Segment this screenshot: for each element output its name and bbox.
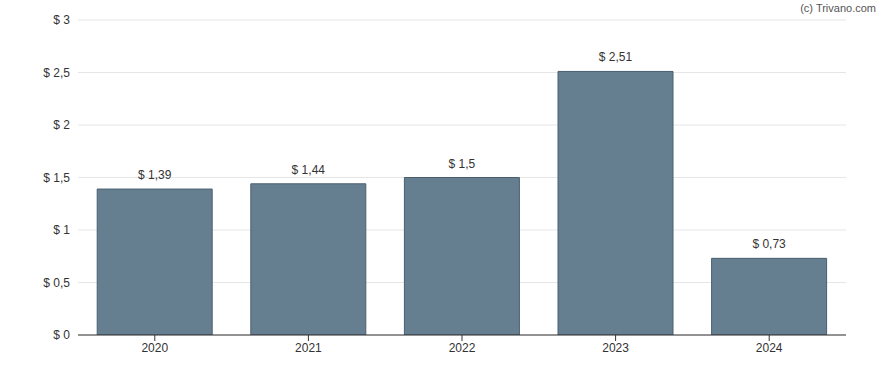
svg-text:$ 1,5: $ 1,5 bbox=[43, 171, 70, 185]
svg-text:$ 0: $ 0 bbox=[53, 328, 70, 342]
svg-text:$ 3: $ 3 bbox=[53, 13, 70, 27]
html-text:(c) Trivano.com: (c) Trivano.com bbox=[800, 2, 876, 14]
svg-text:$ 0,73: $ 0,73 bbox=[752, 237, 786, 251]
svg-text:2023: 2023 bbox=[602, 341, 629, 355]
svg-text:2022: 2022 bbox=[449, 341, 476, 355]
svg-text:2020: 2020 bbox=[141, 341, 168, 355]
svg-text:$ 0,5: $ 0,5 bbox=[43, 276, 70, 290]
svg-text:$ 2,51: $ 2,51 bbox=[599, 50, 633, 64]
svg-text:$ 1,39: $ 1,39 bbox=[138, 168, 172, 182]
svg-text:$ 1: $ 1 bbox=[53, 223, 70, 237]
svg-text:2021: 2021 bbox=[295, 341, 322, 355]
svg-text:$ 1,44: $ 1,44 bbox=[292, 163, 326, 177]
svg-text:$ 1,5: $ 1,5 bbox=[449, 157, 476, 171]
svg-text:2024: 2024 bbox=[756, 341, 783, 355]
svg-text:$ 2: $ 2 bbox=[53, 118, 70, 132]
svg-text:$ 2,5: $ 2,5 bbox=[43, 66, 70, 80]
